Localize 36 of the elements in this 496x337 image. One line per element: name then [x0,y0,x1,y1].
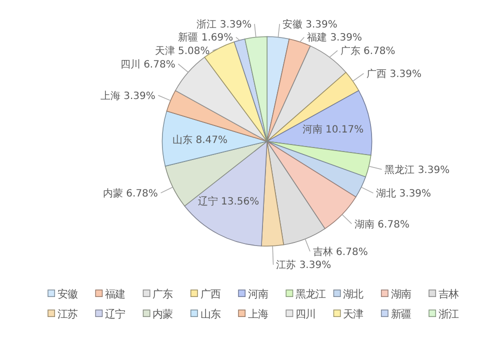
legend-label: 上海 [248,308,268,320]
category-label: 天津 5.08% [154,46,210,58]
legend-label: 湖南 [390,288,411,300]
legend-label: 广西 [200,288,220,300]
category-label: 四川 6.78% [120,59,176,70]
category-label: 内蒙 6.78% [102,188,158,200]
category-label: 广东 6.78% [340,46,396,58]
category-label: 浙江 3.39% [196,19,252,30]
category-label: 福建 3.39% [307,32,362,44]
category-label: 湖南 6.78% [354,219,410,230]
legend-label: 四川 [296,308,316,320]
category-label: 上海 3.39% [100,90,156,102]
category-label: 新疆 1.69% [178,32,234,44]
category-label: 山东 8.47% [172,135,228,146]
category-label: 广西 3.39% [366,68,422,80]
legend-label: 辽宁 [105,308,126,320]
legend-label: 福建 [105,288,126,300]
category-label: 江苏 3.39% [276,260,332,272]
legend-label: 河南 [248,288,268,300]
legend-label: 新疆 [390,308,411,320]
legend-label: 广东 [152,288,173,300]
category-label: 黑龙江 3.39% [384,164,450,176]
legend-label: 湖北 [343,288,364,300]
legend-label: 安徽 [57,288,78,300]
category-label: 湖北 3.39% [376,188,432,200]
category-label: 安徽 3.39% [282,19,338,30]
legend-label: 吉林 [438,288,459,300]
category-label: 吉林 6.78% [312,246,368,258]
category-label: 辽宁 13.56% [198,196,260,208]
legend-label: 山东 [200,308,220,320]
category-label: 河南 10.17% [302,124,364,136]
legend-label: 天津 [343,308,364,320]
legend-label: 江苏 [57,308,78,320]
legend-label: 内蒙 [152,308,173,320]
legend-label: 浙江 [438,308,459,320]
legend-label: 黑龙江 [296,288,326,300]
